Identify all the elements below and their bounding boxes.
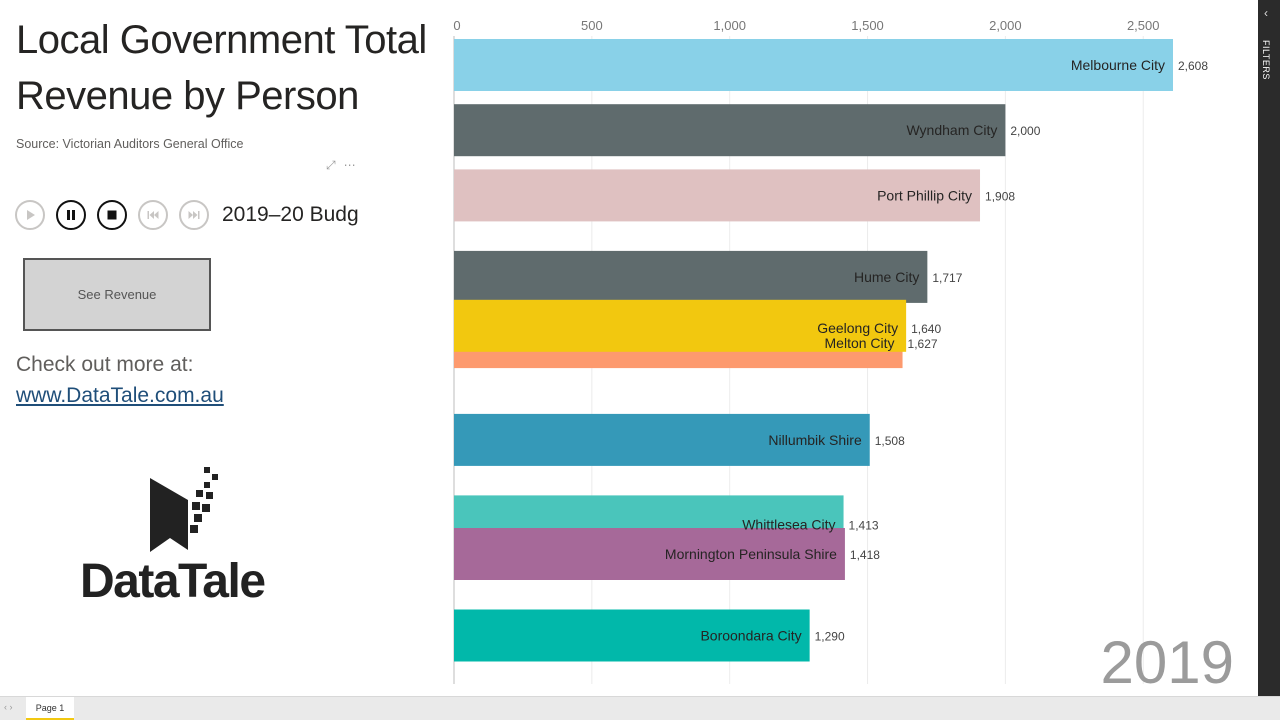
year-label: 2019 — [1100, 629, 1234, 696]
bar — [454, 609, 810, 662]
bar-value-label: 1,717 — [932, 271, 962, 285]
bar-category-label: Wyndham City — [906, 122, 997, 138]
bar-value-label: 1,908 — [985, 189, 1015, 203]
bar-category-label: Boroondara City — [700, 628, 801, 644]
bar-value-label: 1,290 — [815, 630, 845, 644]
bar — [454, 528, 845, 580]
bar-category-label: Whittlesea City — [742, 516, 835, 532]
bar — [454, 413, 870, 466]
chevron-left-icon[interactable]: ‹ — [1264, 6, 1268, 20]
bar-chart-race: 0 500 1,000 1,500 2,000 2,500 Melbourne City 2,… — [440, 0, 1240, 696]
bar-value-label: 1,627 — [908, 337, 938, 351]
more-options-icon[interactable]: ⋯ — [343, 158, 356, 172]
bar — [454, 104, 1006, 157]
filters-pane[interactable]: ‹ FILTERS — [1258, 0, 1280, 696]
logo-mark-icon — [150, 467, 218, 552]
filters-label: FILTERS — [1261, 40, 1271, 80]
bar-category-label: Geelong City — [817, 320, 898, 336]
stop-icon[interactable] — [97, 200, 127, 230]
bar-category-label: Port Phillip City — [877, 187, 972, 203]
bar-category-label: Nillumbik Shire — [768, 432, 862, 448]
bar-category-label: Melbourne City — [1071, 57, 1165, 73]
x-tick-label: 500 — [581, 18, 603, 33]
bar — [454, 39, 1173, 91]
next-icon[interactable] — [179, 200, 209, 230]
previous-icon[interactable] — [138, 200, 168, 230]
visual-header-tools: ⤢ ⋯ — [326, 158, 356, 173]
play-axis-label: 2019–20 Budg — [222, 203, 359, 226]
bar-value-label: 1,508 — [875, 434, 905, 448]
check-out-text: Check out more at: — [16, 353, 194, 376]
x-tick-label: 2,000 — [989, 18, 1022, 33]
chart-canvas: 0 500 1,000 1,500 2,000 2,500 Melbourne City 2,… — [453, 18, 1208, 684]
bar — [454, 169, 981, 222]
logo-text: DataTale — [80, 555, 266, 608]
datatale-link[interactable]: www.DataTale.com.au — [16, 384, 224, 407]
play-icon[interactable] — [15, 200, 45, 230]
see-revenue-button[interactable]: See Revenue — [23, 258, 211, 331]
x-tick-label: 1,500 — [851, 18, 884, 33]
page-nav-arrows-icon[interactable]: ‹ › — [4, 702, 13, 712]
x-tick-label: 1,000 — [713, 18, 746, 33]
x-tick-label: 0 — [453, 18, 460, 33]
bar-value-label: 2,608 — [1178, 59, 1208, 73]
bar-value-label: 1,418 — [850, 548, 880, 562]
bar-value-label: 1,640 — [911, 322, 941, 336]
bar-value-label: 2,000 — [1010, 124, 1040, 138]
bar — [454, 250, 928, 303]
source-note: Source: Victorian Auditors General Offic… — [16, 137, 244, 151]
pause-icon[interactable] — [56, 200, 86, 230]
focus-mode-icon[interactable]: ⤢ — [326, 158, 336, 172]
tab-page-1[interactable]: Page 1 — [26, 697, 74, 720]
page-title: Local Government Total Revenue by Person — [16, 18, 427, 118]
play-axis-controls: 2019–20 Budg — [15, 200, 359, 230]
x-tick-label: 2,500 — [1127, 18, 1160, 33]
datatale-logo: DataTale — [80, 462, 300, 612]
bar-category-label: Hume City — [854, 269, 919, 285]
bar — [454, 299, 907, 352]
bar-category-label: Mornington Peninsula Shire — [665, 546, 837, 562]
bar-category-label: Melton City — [825, 335, 895, 351]
page-tabs-bar: ‹ › Page 1 — [0, 696, 1280, 720]
left-panel: Local Government Total Revenue by Person… — [0, 0, 440, 696]
bar-value-label: 1,413 — [849, 518, 879, 532]
